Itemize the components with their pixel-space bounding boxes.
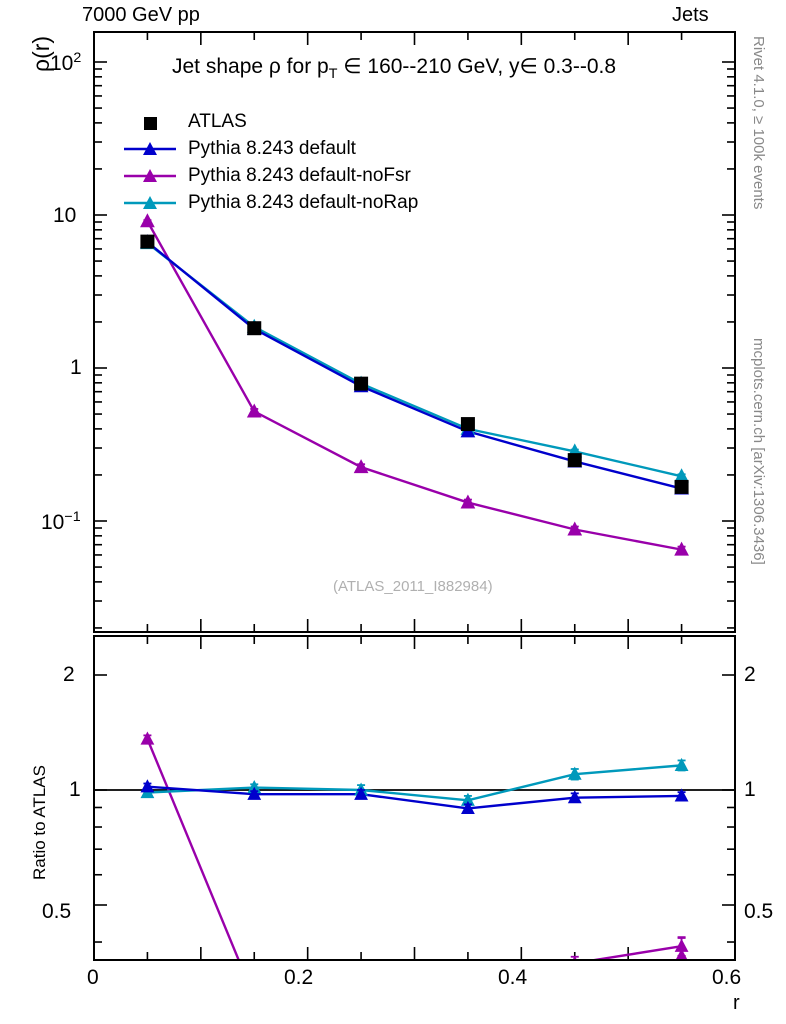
analysis-category-label: Jets [672, 4, 709, 26]
main-ytick-exponent-neg: −1 [64, 509, 81, 525]
main-ytick-label-100: 102 [50, 50, 81, 76]
legend-marker-atlas [144, 117, 157, 130]
legend-label-atlas: ATLAS [188, 111, 247, 132]
legend-marker-nofsr [124, 169, 176, 182]
xtick-label-0: 0 [87, 966, 99, 989]
ratio-ytick-label-2-right: 2 [744, 663, 756, 686]
main-ytick-mantissa: 10 [50, 52, 74, 75]
legend-label-norap: Pythia 8.243 default-noRap [188, 192, 419, 213]
main-ytick-label-0-1: 10−1 [41, 509, 81, 535]
beam-energy-label: 7000 GeV pp [82, 4, 200, 26]
x-axis-label: r [733, 992, 740, 1014]
ratio-ytick-label-1-left: 1 [69, 778, 81, 801]
ratio-ytick-label-1-right: 1 [744, 778, 756, 801]
legend-marker-default [124, 142, 176, 155]
ratio-ytick-label-05-right: 0.5 [744, 900, 774, 923]
ratio-ytick-label-2-left: 2 [63, 663, 75, 686]
plot-title-rest: ∈ 160--210 GeV, y∈ 0.3--0.8 [337, 55, 617, 78]
main-ytick-mantissa-neg: 10 [41, 511, 65, 534]
plot-title-subscript: T [328, 66, 338, 83]
xtick-label-02: 0.2 [284, 966, 314, 989]
ratio-panel-frame [93, 635, 736, 961]
legend-marker-norap [124, 196, 176, 209]
main-plot-panel [93, 31, 736, 633]
ratio-data-curves [140, 731, 689, 959]
xtick-label-06: 0.6 [712, 966, 742, 989]
legend-label-nofsr: Pythia 8.243 default-noFsr [188, 165, 411, 186]
main-axis-ticks [93, 32, 736, 632]
main-ytick-exponent: 2 [73, 50, 82, 66]
plot-title: Jet shape ρ for pT ∈ 160--210 GeV, y∈ 0.… [172, 54, 616, 82]
main-data-curves [140, 213, 689, 556]
ratio-ytick-label-05-left: 0.5 [42, 900, 72, 923]
analysis-id-watermark: (ATLAS_2011_I882984) [333, 578, 493, 595]
main-ytick-label-10: 10 [53, 204, 77, 227]
main-ytick-label-1: 1 [70, 356, 82, 379]
xtick-label-04: 0.4 [498, 966, 528, 989]
legend-label-default: Pythia 8.243 default [188, 138, 356, 159]
plot-title-main: Jet shape ρ for p [172, 55, 329, 78]
ratio-axis-ticks [93, 636, 736, 960]
